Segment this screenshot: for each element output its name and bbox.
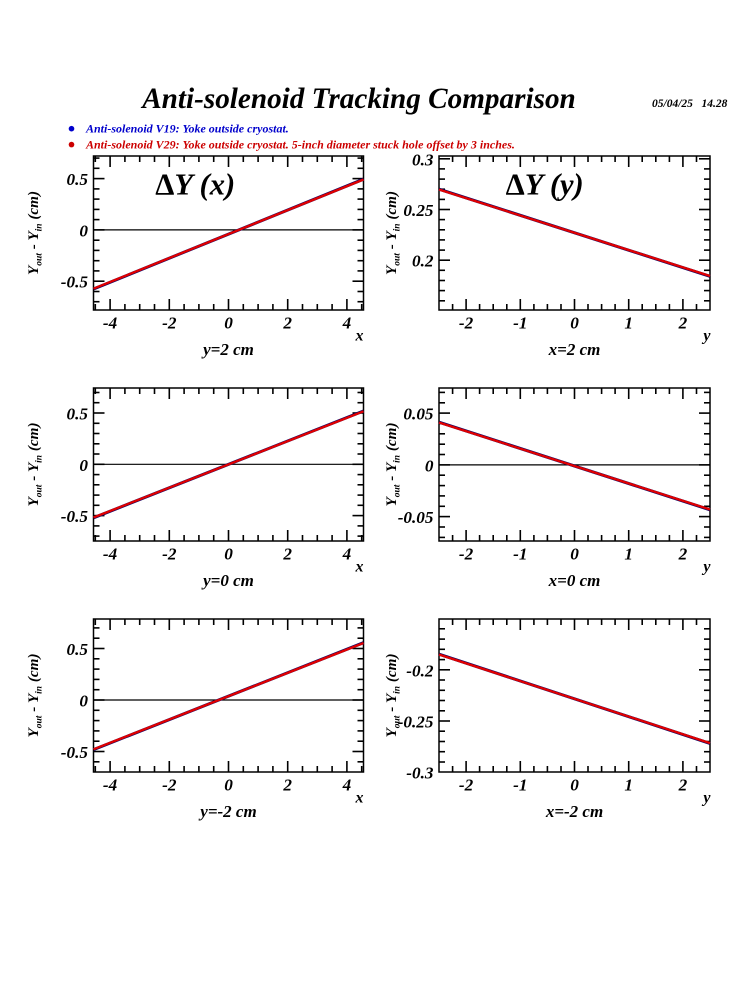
svg-text:-0.2: -0.2	[406, 661, 434, 680]
svg-text:x=2 cm: x=2 cm	[548, 340, 601, 359]
svg-text:0.3: 0.3	[412, 150, 434, 169]
svg-text:2: 2	[678, 313, 688, 332]
svg-text:x: x	[355, 790, 364, 807]
svg-text:2: 2	[678, 544, 688, 563]
svg-text:0: 0	[570, 313, 579, 332]
svg-text:ΔY (x): ΔY (x)	[155, 168, 235, 202]
svg-text:0.5: 0.5	[67, 170, 89, 189]
svg-text:0: 0	[224, 544, 233, 563]
svg-text:0: 0	[224, 775, 233, 794]
svg-text:0.5: 0.5	[67, 405, 89, 424]
svg-text:x=-2 cm: x=-2 cm	[545, 802, 603, 821]
svg-text:-2: -2	[459, 544, 474, 563]
svg-text:x=0 cm: x=0 cm	[548, 571, 601, 590]
svg-text:Yout - Yin (cm): Yout - Yin (cm)	[383, 191, 403, 275]
svg-text:-0.5: -0.5	[61, 743, 89, 762]
svg-text:-1: -1	[513, 775, 527, 794]
svg-text:2: 2	[282, 775, 292, 794]
svg-text:4: 4	[342, 544, 352, 563]
svg-text:2: 2	[282, 313, 292, 332]
svg-text:-4: -4	[103, 775, 118, 794]
svg-text:-1: -1	[513, 544, 527, 563]
svg-text:-4: -4	[103, 313, 118, 332]
svg-text:0: 0	[224, 313, 233, 332]
svg-text:1: 1	[624, 544, 633, 563]
svg-text:2: 2	[678, 775, 688, 794]
svg-text:-0.5: -0.5	[61, 507, 89, 526]
svg-text:0.25: 0.25	[403, 201, 433, 220]
svg-text:0.2: 0.2	[412, 252, 434, 271]
svg-text:1: 1	[624, 775, 633, 794]
svg-text:y: y	[701, 790, 711, 807]
svg-text:0: 0	[79, 456, 88, 475]
svg-text:Yout - Yin (cm): Yout - Yin (cm)	[383, 422, 403, 506]
svg-text:-2: -2	[162, 313, 177, 332]
svg-text:1: 1	[624, 313, 633, 332]
svg-text:-2: -2	[459, 775, 474, 794]
svg-text:-0.3: -0.3	[406, 764, 434, 783]
svg-text:0: 0	[79, 692, 88, 711]
svg-text:-0.25: -0.25	[398, 713, 434, 732]
svg-text:Yout - Yin (cm): Yout - Yin (cm)	[25, 191, 45, 275]
svg-text:y=0 cm: y=0 cm	[201, 571, 254, 590]
svg-text:0: 0	[570, 544, 579, 563]
svg-text:-0.5: -0.5	[61, 273, 89, 292]
svg-text:ΔY (y): ΔY (y)	[506, 168, 584, 202]
svg-text:Yout - Yin (cm): Yout - Yin (cm)	[25, 653, 45, 737]
svg-text:-2: -2	[162, 544, 177, 563]
svg-text:y=2 cm: y=2 cm	[201, 340, 254, 359]
svg-text:4: 4	[342, 775, 352, 794]
svg-text:x: x	[355, 559, 364, 576]
svg-text:-2: -2	[459, 313, 474, 332]
svg-text:Anti-solenoid Tracking Compari: Anti-solenoid Tracking Comparison	[140, 83, 576, 115]
svg-text:0.5: 0.5	[67, 640, 89, 659]
svg-text:Anti-solenoid V19: Yoke outsid: Anti-solenoid V19: Yoke outside cryostat…	[85, 122, 289, 136]
svg-text:Yout - Yin (cm): Yout - Yin (cm)	[383, 653, 403, 737]
svg-text:y: y	[701, 328, 711, 345]
svg-text:-2: -2	[162, 775, 177, 794]
svg-text:Anti-solenoid V29: Yoke outsid: Anti-solenoid V29: Yoke outside cryostat…	[85, 138, 515, 152]
svg-text:2: 2	[282, 544, 292, 563]
svg-text:0: 0	[425, 456, 434, 475]
svg-text:0.05: 0.05	[403, 405, 433, 424]
svg-text:-1: -1	[513, 313, 527, 332]
svg-text:y=-2 cm: y=-2 cm	[198, 802, 256, 821]
svg-text:0: 0	[570, 775, 579, 794]
svg-text:x: x	[355, 328, 364, 345]
svg-text:-0.05: -0.05	[398, 508, 434, 527]
svg-text:05/04/25 14.28: 05/04/25 14.28	[652, 98, 728, 110]
svg-text:Yout - Yin (cm): Yout - Yin (cm)	[25, 422, 45, 506]
svg-text:0: 0	[79, 221, 88, 240]
svg-text:y: y	[701, 559, 711, 576]
svg-text:4: 4	[342, 313, 352, 332]
svg-text:-4: -4	[103, 544, 118, 563]
